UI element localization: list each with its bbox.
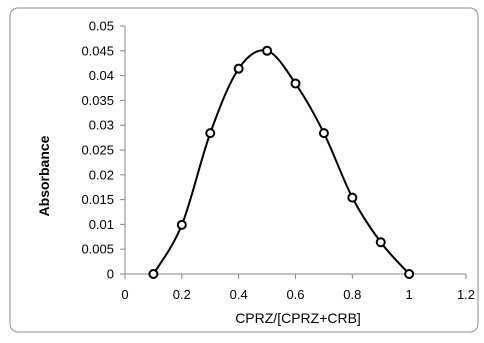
x-tick-label: 0.8 bbox=[343, 287, 361, 302]
x-axis: 0 0.2 0.4 0.6 0.8 1 1.2 bbox=[121, 273, 475, 302]
data-point bbox=[233, 63, 244, 74]
y-tick-label: 0.05 bbox=[89, 19, 114, 34]
y-axis-title: Absorbance bbox=[36, 135, 52, 216]
y-tick-label: 0.035 bbox=[81, 93, 114, 108]
x-tick-label: 0.6 bbox=[286, 287, 304, 302]
data-point bbox=[262, 45, 273, 56]
y-tick-label: 0.04 bbox=[89, 68, 114, 83]
data-point bbox=[404, 269, 415, 279]
y-tick-label: 0.015 bbox=[81, 192, 114, 207]
x-tick-label: 1.2 bbox=[457, 287, 475, 302]
x-tick-label: 0.2 bbox=[173, 287, 191, 302]
series-line bbox=[152, 49, 410, 275]
x-tick-label: 0.4 bbox=[230, 287, 248, 302]
y-tick-label: 0.02 bbox=[89, 167, 114, 182]
x-axis-title: CPRZ/[CPRZ+CRB] bbox=[235, 310, 361, 326]
y-tick-label: 0 bbox=[107, 267, 114, 282]
data-point bbox=[375, 237, 386, 248]
x-tick-label: 1 bbox=[406, 287, 413, 302]
y-tick-label: 0.005 bbox=[81, 242, 114, 257]
data-point bbox=[148, 269, 159, 279]
data-point bbox=[347, 192, 358, 203]
data-point bbox=[205, 128, 216, 139]
y-tick-label: 0.01 bbox=[89, 217, 114, 232]
x-tick-label: 0 bbox=[121, 287, 128, 302]
y-tick-label: 0.03 bbox=[89, 118, 114, 133]
data-point bbox=[176, 219, 187, 230]
chart-border bbox=[9, 7, 479, 333]
y-tick-label: 0.025 bbox=[81, 143, 114, 158]
y-tick-label: 0.045 bbox=[81, 43, 114, 58]
data-points bbox=[148, 45, 415, 279]
data-point bbox=[290, 78, 301, 89]
y-axis: 0 0.005 0.01 0.015 0.02 0.025 0.03 0.035 0.04 0.0… bbox=[81, 19, 126, 282]
data-point bbox=[318, 128, 329, 139]
